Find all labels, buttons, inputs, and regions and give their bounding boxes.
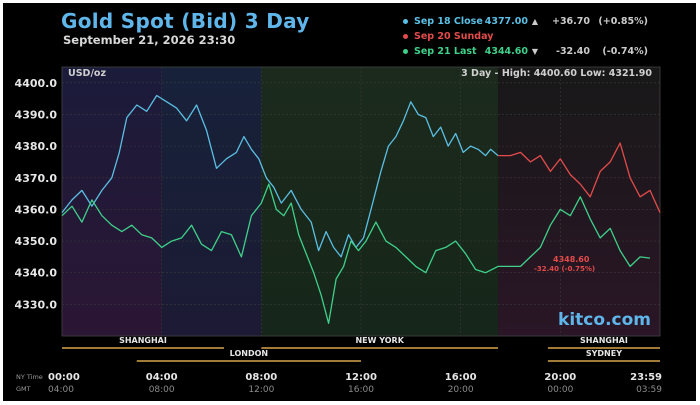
legend-item-sep18: Sep 18 Close 4377.00 ▲ +36.70 (+0.85%) (403, 16, 648, 27)
y-tick-label: 4340.0 (15, 267, 58, 280)
session-label: LONDON (230, 349, 268, 358)
y-tick-label: 4330.0 (15, 298, 58, 311)
gmt-time-tick: 16:00 (348, 385, 374, 395)
last-change-label: -32.40 (-0.75%) (534, 265, 595, 273)
last-price-label: 4348.60 (553, 255, 590, 264)
ny-time-tick: 12:00 (345, 372, 377, 383)
y-tick-label: 4390.0 (15, 108, 58, 121)
series-line-sep-20-sunday (498, 142, 661, 213)
unit-label: USD/oz (68, 68, 106, 79)
range-label: 3 Day - High: 4400.60 Low: 4321.90 (461, 68, 652, 79)
gmt-label: GMT (16, 385, 31, 393)
price-chart: USD/oz 3 Day - High: 4400.60 Low: 4321.9… (15, 66, 662, 395)
time-axis: NY Time GMT 00:00 04:00 04:00 08:00 08:00 12:00… (16, 372, 662, 395)
session-band (161, 67, 262, 336)
legend-value: 4377.00 (484, 16, 528, 27)
watermark: kitco.com (558, 310, 651, 330)
gmt-time-tick: 08:00 (149, 385, 175, 395)
ny-time-tick: 04:00 (146, 372, 178, 383)
up-arrow-icon: ▲ (531, 17, 539, 26)
session-label: SYDNEY (586, 349, 622, 358)
ny-time-label: NY Time (16, 373, 43, 381)
market-sessions: SHANGHAI NEW YORK SHANGHAI LONDON SYDNEY (62, 336, 660, 362)
series-line-sep-21-last (61, 183, 651, 324)
series-line-sep-18-close (61, 94, 499, 258)
legend-name: Sep 18 Close (414, 16, 483, 27)
down-arrow-icon: ▼ (531, 47, 539, 56)
ny-time-tick: 20:00 (544, 372, 576, 383)
legend-name: Sep 20 Sunday (414, 31, 494, 42)
legend-change: -32.40 (556, 46, 590, 57)
chart-title: Gold Spot (Bid) 3 Day (61, 9, 310, 33)
gmt-time-tick: 00:00 (547, 385, 573, 395)
y-axis: 4330.0 4340.0 4350.0 4360.0 4370.0 4380.0 4390… (15, 77, 58, 312)
legend-item-sep20: Sep 20 Sunday (403, 31, 493, 42)
y-tick-label: 4400.0 (15, 77, 58, 90)
session-label: NEW YORK (355, 336, 404, 345)
legend-change: +36.70 (551, 16, 590, 27)
ny-time-tick: 00:00 (48, 372, 80, 383)
gmt-time-tick: 03:59 (636, 385, 662, 395)
series-lines (61, 94, 661, 324)
session-label: SHANGHAI (580, 336, 628, 345)
legend-dot (403, 19, 408, 24)
y-tick-label: 4380.0 (15, 140, 58, 153)
session-label: SHANGHAI (119, 336, 167, 345)
y-tick-label: 4360.0 (15, 203, 58, 216)
gmt-time-tick: 04:00 (48, 385, 74, 395)
session-band (261, 67, 499, 336)
gmt-time-tick: 20:00 (448, 385, 474, 395)
chart-frame: Gold Spot (Bid) 3 Day September 21, 2026… (3, 3, 696, 401)
ny-time-tick: 16:00 (445, 372, 477, 383)
y-tick-label: 4370.0 (15, 172, 58, 185)
legend-name: Sep 21 Last (414, 46, 477, 57)
legend-dot (403, 49, 408, 54)
ny-time-tick: 23:59 (630, 372, 662, 383)
legend-dot (403, 34, 408, 39)
legend-pct: (+0.85%) (598, 16, 648, 27)
grid-lines (61, 67, 661, 336)
gmt-time-tick: 12:00 (248, 385, 274, 395)
legend-value: 4344.60 (484, 46, 528, 57)
legend-pct: (-0.74%) (602, 46, 648, 57)
y-tick-label: 4350.0 (15, 235, 58, 248)
legend-item-sep21: Sep 21 Last 4344.60 ▼ -32.40 (-0.74%) (403, 46, 648, 57)
ny-time-tick: 08:00 (245, 372, 277, 383)
chart-date: September 21, 2026 23:30 (63, 33, 236, 47)
session-band (498, 67, 660, 336)
